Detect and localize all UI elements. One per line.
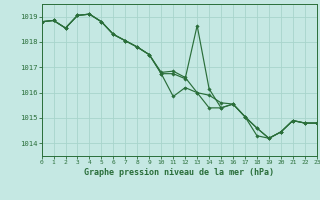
X-axis label: Graphe pression niveau de la mer (hPa): Graphe pression niveau de la mer (hPa) [84, 168, 274, 177]
